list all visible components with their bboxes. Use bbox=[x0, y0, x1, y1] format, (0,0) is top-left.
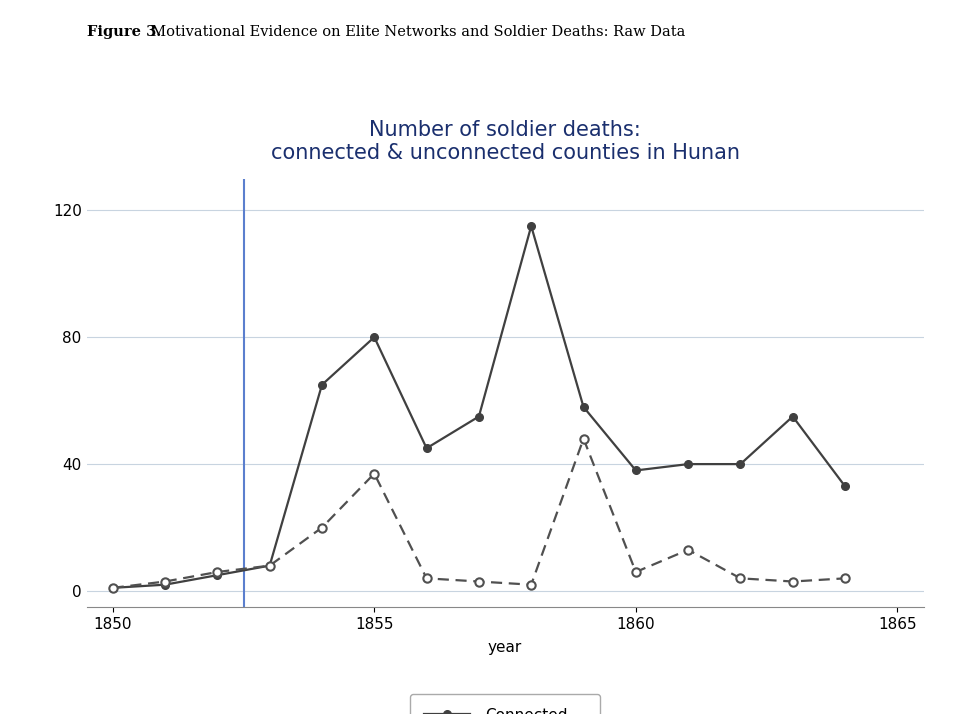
Text: Motivational Evidence on Elite Networks and Soldier Deaths: Raw Data: Motivational Evidence on Elite Networks … bbox=[142, 25, 685, 39]
Text: Figure 3.: Figure 3. bbox=[86, 25, 160, 39]
Title: Number of soldier deaths:
connected & unconnected counties in Hunan: Number of soldier deaths: connected & un… bbox=[270, 120, 739, 163]
X-axis label: year: year bbox=[487, 640, 522, 655]
Legend: Connected, Unconnected: Connected, Unconnected bbox=[409, 694, 600, 714]
